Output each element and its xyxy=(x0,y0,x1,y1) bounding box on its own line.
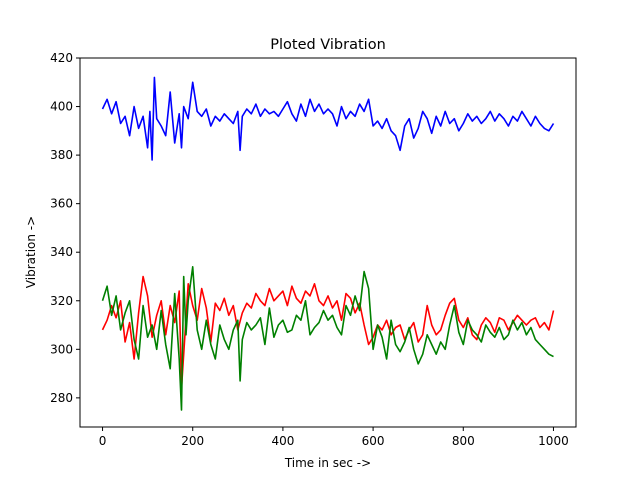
x-tick-label: 800 xyxy=(452,434,475,448)
chart-title: Ploted Vibration xyxy=(270,37,386,53)
y-tick-label: 340 xyxy=(50,245,73,259)
y-tick-label: 400 xyxy=(50,100,73,114)
y-tick-label: 280 xyxy=(50,391,73,405)
x-tick-label: 200 xyxy=(181,434,204,448)
x-tick-label: 1000 xyxy=(538,434,569,448)
x-tick-label: 400 xyxy=(271,434,294,448)
y-tick-label: 420 xyxy=(50,51,73,65)
y-tick-label: 320 xyxy=(50,294,73,308)
series-line-0 xyxy=(101,76,555,161)
y-tick-label: 380 xyxy=(50,148,73,162)
ticks-layer: 0 200 400 600 800 1000 280 300 320 340 360 380 400 42… xyxy=(50,51,569,448)
y-tick-label: 300 xyxy=(50,342,73,356)
series-layer xyxy=(101,76,555,411)
x-axis-label: Time in sec -> xyxy=(284,456,371,470)
y-tick-label: 360 xyxy=(50,197,73,211)
y-axis-label: Vibration -> xyxy=(24,216,38,288)
x-tick-label: 600 xyxy=(362,434,385,448)
x-tick-label: 0 xyxy=(99,434,107,448)
plot-frame xyxy=(79,57,577,428)
series-line-2 xyxy=(101,265,554,411)
